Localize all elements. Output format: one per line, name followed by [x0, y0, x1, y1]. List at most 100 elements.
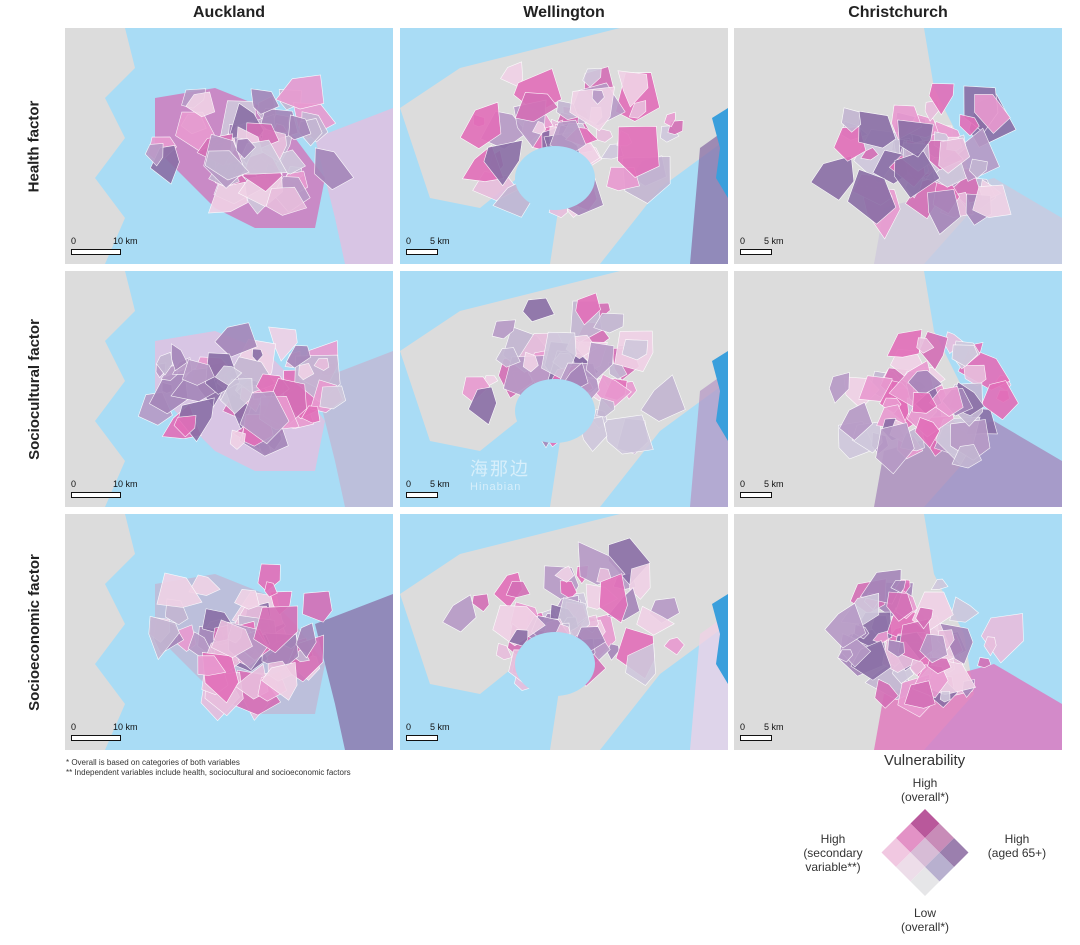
map-panel-christchurch-1: 0 5 km — [734, 28, 1062, 264]
district-polygon — [314, 147, 355, 190]
footnote-overall: * Overall is based on categories of both… — [66, 758, 240, 767]
district-polygon — [628, 562, 651, 600]
scale-distance-label: 5 km — [764, 236, 784, 246]
legend-label-top: High (overall*) — [900, 776, 949, 804]
district-polygon — [468, 386, 497, 426]
district-polygon — [914, 417, 941, 449]
district-polygon — [596, 127, 613, 143]
district-polygon — [887, 639, 905, 658]
district-polygon — [596, 397, 616, 418]
district-polygon — [522, 297, 555, 322]
scale-bar: 0 5 km — [740, 722, 810, 742]
district-polygon — [286, 345, 311, 369]
scale-distance-label: 10 km — [113, 722, 138, 732]
district-polygon — [495, 643, 513, 661]
legend-cell-1-2 — [925, 852, 954, 882]
scale-bar: 0 5 km — [740, 236, 810, 256]
map-panel-wellington-2: 0 5 km — [400, 271, 728, 507]
legend-label-left: High (secondary variable**) — [803, 832, 863, 874]
scale-bar: 0 5 km — [406, 236, 476, 256]
map-panel-wellington-1: 0 5 km — [400, 28, 728, 264]
district-polygon — [522, 351, 539, 373]
district-polygon — [301, 405, 321, 424]
scale-bar-graphic — [71, 249, 121, 255]
scale-bar-graphic — [740, 249, 772, 255]
district-polygon — [204, 150, 250, 181]
legend-cell-1-0 — [896, 823, 925, 853]
scale-zero-label: 0 — [740, 722, 746, 732]
district-polygon — [214, 322, 258, 358]
district-polygon — [983, 636, 997, 657]
district-polygon — [640, 374, 686, 422]
legend-bivariate-diamond — [881, 809, 969, 896]
district-polygon — [890, 580, 907, 594]
row-title-health: Health factor — [25, 100, 43, 192]
district-polygon — [275, 74, 325, 110]
scale-distance-label: 10 km — [113, 479, 138, 489]
district-polygon — [514, 92, 559, 123]
row-title-socioeconomic: Socioeconomic factor — [25, 553, 43, 711]
footnote-independent: ** Independent variables include health,… — [66, 768, 351, 777]
map-canvas — [734, 28, 1062, 264]
district-polygon — [181, 359, 215, 386]
district-polygon — [302, 590, 333, 623]
row-title-sociocultural: Sociocultural factor — [25, 318, 43, 460]
district-polygon — [495, 347, 521, 368]
footnotes: * Overall is based on categories of both… — [66, 758, 351, 778]
district-polygon — [442, 594, 477, 633]
district-polygon — [969, 158, 988, 179]
column-title-auckland: Auckland — [192, 4, 265, 21]
district-polygon — [959, 114, 980, 137]
district-polygon — [229, 429, 246, 450]
legend-title: Vulnerability — [884, 752, 966, 769]
district-polygon — [239, 391, 290, 445]
district-polygon — [663, 111, 676, 128]
scale-distance-label: 10 km — [113, 236, 138, 246]
scale-zero-label: 0 — [71, 722, 77, 732]
land-region — [65, 28, 135, 264]
district-polygon — [598, 573, 628, 624]
watermark: 海那边 Hinabian — [470, 459, 530, 493]
district-polygon — [839, 401, 873, 441]
district-polygon — [188, 574, 221, 596]
scale-bar-graphic — [740, 492, 772, 498]
district-polygon — [253, 605, 298, 654]
district-polygon — [483, 139, 523, 187]
district-polygon — [974, 94, 1011, 134]
district-polygon — [919, 633, 948, 664]
district-polygon — [156, 572, 203, 608]
district-polygon — [928, 83, 955, 116]
district-polygon — [250, 88, 280, 115]
lake — [712, 594, 728, 684]
district-polygon — [939, 691, 951, 703]
district-polygon — [858, 110, 897, 149]
scale-distance-label: 5 km — [430, 479, 450, 489]
district-polygon — [251, 348, 264, 363]
district-polygon — [491, 319, 516, 340]
district-polygon — [930, 578, 949, 590]
district-polygon — [617, 125, 660, 178]
district-polygon — [949, 596, 980, 623]
map-canvas — [400, 28, 728, 264]
land-region — [315, 108, 393, 264]
legend-cell-2-1 — [896, 852, 925, 882]
district-polygon — [810, 155, 855, 201]
scale-bar-graphic — [406, 492, 438, 498]
land-region — [315, 594, 393, 750]
district-polygon — [837, 649, 854, 663]
district-polygon — [177, 397, 215, 443]
scale-zero-label: 0 — [406, 479, 412, 489]
land-region — [65, 514, 135, 750]
district-polygon — [608, 362, 628, 380]
district-polygon — [841, 107, 862, 133]
harbour-water — [515, 146, 595, 210]
scale-distance-label: 5 km — [430, 722, 450, 732]
map-panel-auckland-1: 0 10 km — [65, 28, 393, 264]
map-canvas — [400, 514, 728, 750]
district-polygon — [860, 147, 879, 161]
scale-bar: 0 5 km — [740, 479, 810, 499]
district-polygon — [617, 70, 649, 108]
scale-zero-label: 0 — [406, 236, 412, 246]
district-polygon — [929, 386, 964, 417]
scale-bar-graphic — [71, 492, 121, 498]
